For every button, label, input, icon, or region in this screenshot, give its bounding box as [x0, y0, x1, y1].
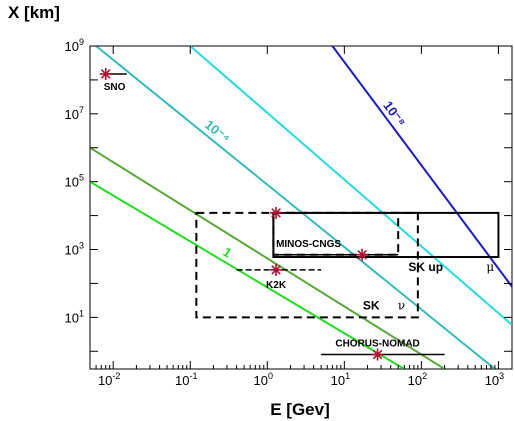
- experiment-star-2-stroke-3: [357, 249, 367, 260]
- band-line-4: [331, 46, 512, 288]
- x-tick-label-5: 103: [485, 371, 504, 388]
- experiment-star-3: [371, 348, 384, 361]
- y-tick-label-1: 103: [65, 241, 84, 258]
- region-box-2: [272, 211, 400, 256]
- experiment-label-0: SNO: [104, 82, 126, 93]
- x-tick-label-3: 101: [331, 371, 350, 388]
- experiment-star-2: [356, 248, 369, 261]
- plot-frame: [89, 45, 513, 370]
- region-greek-0: ν: [398, 298, 405, 312]
- experiment-star-3-stroke-3: [372, 349, 383, 360]
- band-label-4: 10⁻⁸: [380, 98, 408, 129]
- x-tick-label-1: 10-1: [175, 371, 197, 388]
- band-label-2: 10⁻⁴: [202, 117, 233, 146]
- extra-star-0: [270, 206, 283, 219]
- experiment-star-0-stroke-3: [100, 69, 111, 79]
- x-tick-label-4: 102: [408, 371, 427, 388]
- y-tick-label-4: 109: [65, 37, 84, 54]
- region-greek-1: μ: [486, 260, 494, 274]
- experiment-label-2: MINOS-CNGS: [276, 239, 341, 250]
- x-tick-label-2: 100: [254, 371, 273, 388]
- oscillation-bands: [90, 46, 512, 369]
- y-tick-label-0: 101: [65, 308, 84, 325]
- extra-star-0-stroke-3: [271, 208, 281, 218]
- experiment-star-1-stroke-3: [271, 265, 281, 275]
- experiment-star-1: [270, 263, 283, 276]
- band-line-3: [189, 46, 512, 326]
- region-box-1: [272, 211, 500, 259]
- y-tick-label-2: 105: [65, 173, 84, 190]
- experiment-label-3: CHORUS-NOMAD: [335, 339, 419, 350]
- experiment-regions: SK ν SK up μ: [195, 211, 500, 319]
- band-line-1: [90, 146, 446, 369]
- x-tick-label-0: 10-2: [98, 371, 120, 388]
- band-line-2: [95, 46, 496, 369]
- band-label-0: 1: [220, 244, 234, 261]
- y-tick-label-3: 107: [65, 105, 84, 122]
- y-axis-title: X [km]: [8, 3, 60, 22]
- axis-ticks: 10-2 10-1 100 101 102 103 101 103 105 107 109: [65, 37, 512, 388]
- region-label-0: SK: [363, 298, 380, 312]
- experiment-star-0: [99, 67, 112, 80]
- region-label-1: SK up: [408, 260, 443, 274]
- x-axis-title: E [Gev]: [270, 400, 330, 419]
- experiment-label-1: K2K: [266, 280, 287, 291]
- band-line-0: [90, 180, 405, 369]
- experiment-markers: SNO K2K MINOS-CNGS CHORUS-NOMAD: [99, 67, 445, 361]
